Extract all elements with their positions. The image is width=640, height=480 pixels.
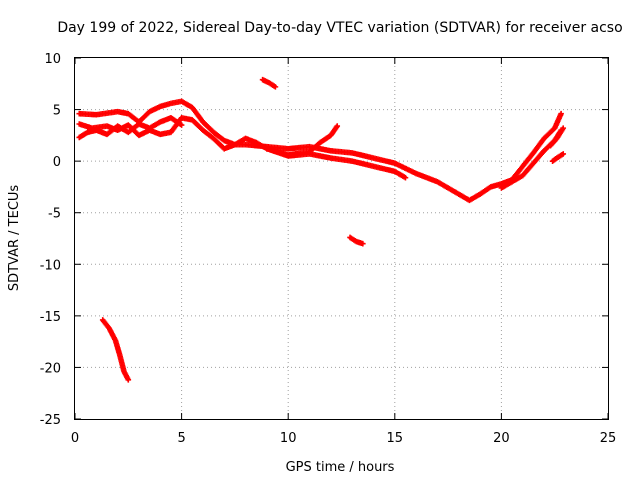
- series-arc-g: [547, 125, 567, 149]
- y-tick-label: -5: [48, 207, 61, 222]
- plot-frame: [74, 57, 609, 420]
- series-arc-h: [259, 76, 279, 90]
- series-arc-c: [76, 115, 185, 141]
- grid: [75, 58, 608, 419]
- series-arc-j: [99, 317, 132, 383]
- data-point: [560, 125, 567, 131]
- x-axis-label: GPS time / hours: [286, 460, 395, 475]
- x-tick-label: 20: [493, 431, 510, 446]
- x-tick-label: 0: [71, 431, 79, 446]
- y-tick-label: 5: [53, 104, 61, 119]
- y-tick-label: -25: [40, 413, 61, 428]
- data-point: [334, 123, 341, 129]
- data-points: [76, 76, 567, 383]
- axis-ticks: 0 5 10 15 20 25 -25 -20 -15 -10 -5 0 5 10: [40, 52, 617, 446]
- y-tick-label: 10: [44, 52, 61, 67]
- x-tick-label: 25: [600, 431, 617, 446]
- y-tick-label: -10: [40, 258, 61, 273]
- series-arc-b: [76, 115, 341, 158]
- x-tick-label: 5: [177, 431, 185, 446]
- series-arc-d: [264, 145, 409, 181]
- x-tick-label: 10: [280, 431, 297, 446]
- chart-title: Day 199 of 2022, Sidereal Day-to-day VTE…: [57, 20, 622, 36]
- data-point: [125, 377, 132, 383]
- data-point: [560, 151, 567, 157]
- series-arc-f: [549, 151, 567, 164]
- data-point: [272, 84, 279, 90]
- data-point: [558, 110, 564, 117]
- x-tick-label: 15: [387, 431, 404, 446]
- series-arc-a: [76, 98, 564, 204]
- y-axis-label: SDTVAR / TECUs: [7, 185, 22, 292]
- series-arc-i: [347, 234, 366, 247]
- data-point: [178, 122, 185, 128]
- y-tick-label: 0: [53, 155, 61, 170]
- data-point: [360, 240, 366, 247]
- data-point: [402, 174, 409, 181]
- y-tick-label: -20: [40, 361, 61, 376]
- y-tick-label: -15: [40, 310, 61, 325]
